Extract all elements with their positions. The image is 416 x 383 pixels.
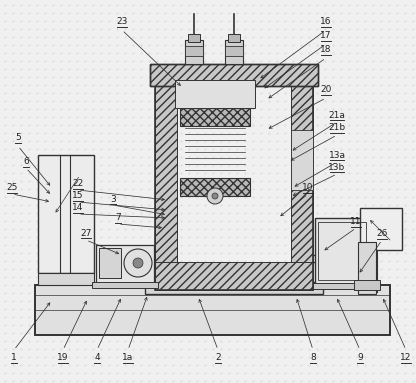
Bar bbox=[365, 250, 377, 292]
Bar bbox=[185, 46, 203, 56]
Text: 6: 6 bbox=[23, 157, 29, 167]
Text: 13b: 13b bbox=[328, 162, 346, 172]
Text: 16: 16 bbox=[320, 18, 332, 26]
Bar bbox=[145, 282, 323, 294]
Bar bbox=[92, 282, 158, 288]
Bar bbox=[360, 208, 402, 250]
Bar bbox=[38, 273, 94, 285]
Bar bbox=[318, 222, 366, 280]
Bar bbox=[180, 108, 250, 126]
Text: 11: 11 bbox=[350, 218, 362, 226]
Text: 9: 9 bbox=[357, 354, 363, 362]
Bar bbox=[185, 40, 203, 64]
Bar bbox=[180, 178, 250, 196]
Text: 23: 23 bbox=[116, 18, 128, 26]
Text: 13a: 13a bbox=[329, 151, 346, 159]
Bar bbox=[99, 248, 121, 278]
Text: 7: 7 bbox=[115, 213, 121, 223]
Text: 26: 26 bbox=[376, 229, 388, 239]
Bar bbox=[38, 155, 94, 273]
Bar bbox=[155, 262, 313, 290]
Circle shape bbox=[133, 258, 143, 268]
Text: 2: 2 bbox=[215, 354, 221, 362]
Bar bbox=[354, 280, 380, 290]
Bar bbox=[96, 245, 154, 285]
Bar bbox=[188, 34, 200, 42]
Text: 22: 22 bbox=[72, 180, 84, 188]
Bar bbox=[35, 285, 390, 335]
Text: 14: 14 bbox=[72, 203, 84, 213]
Text: 17: 17 bbox=[320, 31, 332, 41]
Text: 25: 25 bbox=[6, 183, 18, 193]
Text: 12: 12 bbox=[400, 354, 412, 362]
Bar bbox=[225, 46, 243, 56]
Bar bbox=[225, 40, 243, 64]
Bar bbox=[155, 72, 313, 290]
Bar bbox=[291, 130, 313, 190]
Circle shape bbox=[212, 193, 218, 199]
Bar bbox=[313, 283, 368, 289]
Text: 21a: 21a bbox=[329, 111, 345, 119]
Text: 19: 19 bbox=[57, 354, 69, 362]
Text: 27: 27 bbox=[80, 229, 92, 237]
Text: 1a: 1a bbox=[122, 354, 134, 362]
Bar bbox=[358, 242, 376, 294]
Bar bbox=[291, 72, 313, 290]
Text: 8: 8 bbox=[310, 354, 316, 362]
Bar bbox=[175, 80, 255, 108]
Circle shape bbox=[207, 188, 223, 204]
Text: 1: 1 bbox=[11, 354, 17, 362]
Text: 21b: 21b bbox=[329, 123, 346, 133]
Text: 4: 4 bbox=[94, 354, 100, 362]
Bar bbox=[315, 218, 370, 284]
Bar bbox=[150, 64, 318, 86]
Bar bbox=[155, 72, 177, 290]
Text: 18: 18 bbox=[320, 46, 332, 54]
Text: 15: 15 bbox=[72, 192, 84, 200]
Bar bbox=[228, 34, 240, 42]
Circle shape bbox=[124, 249, 152, 277]
Text: 10: 10 bbox=[302, 183, 314, 193]
Text: 3: 3 bbox=[110, 195, 116, 203]
Text: 5: 5 bbox=[15, 134, 21, 142]
Bar bbox=[150, 64, 318, 86]
Text: 20: 20 bbox=[320, 85, 332, 95]
